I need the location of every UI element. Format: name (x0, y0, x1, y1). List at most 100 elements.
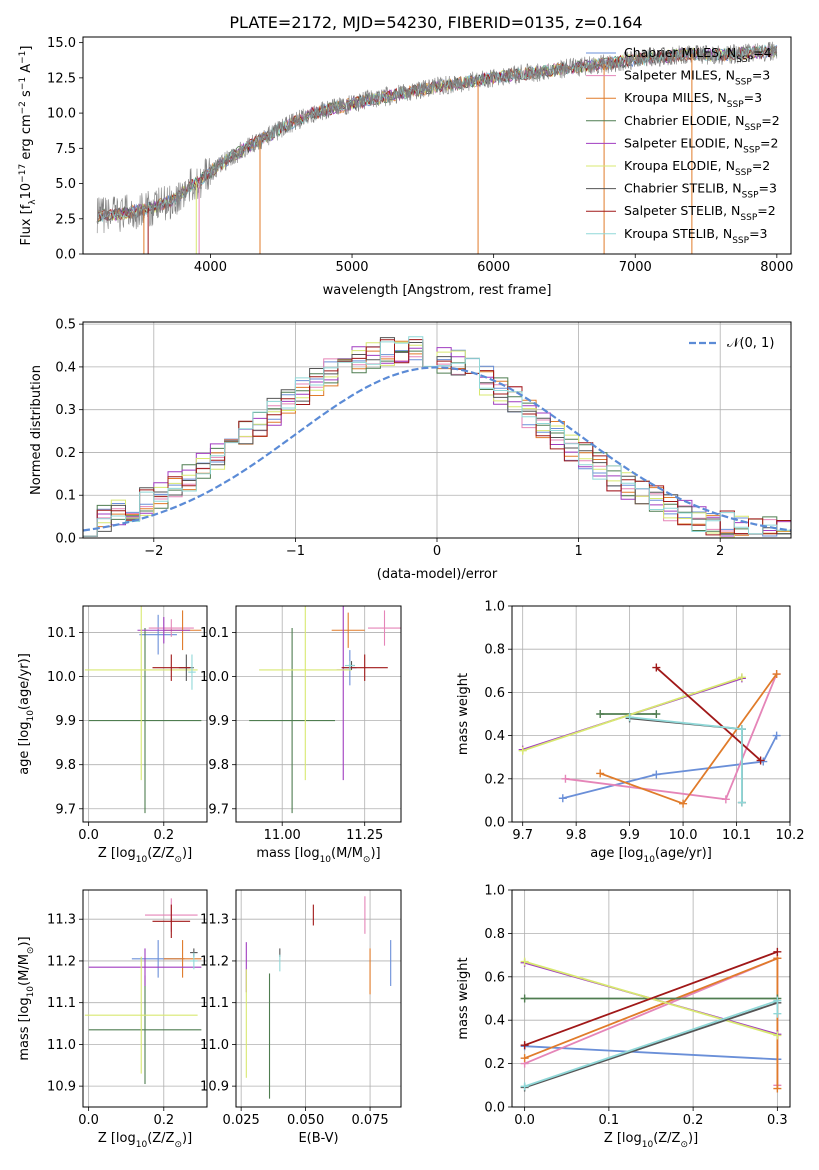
spectrum-panel: 4000 5000 6000 7000 8000 0.0 2.5 5.0 7.5 10.0 12.5… (18, 36, 793, 298)
y-tick-label: 1.0 (484, 600, 505, 615)
errorbars (245, 896, 392, 1099)
y-tick-label: 0.5 (55, 318, 76, 333)
y-tick-label: 11.0 (47, 1038, 76, 1053)
legend-label-part: Chabrier STELIB, N (624, 181, 742, 196)
x-tick-label: 0.0 (78, 1113, 99, 1128)
legend-label: Chabrier ELODIE, NSSP=2 (624, 113, 780, 133)
weight-marker-salpeter-stelib (652, 663, 661, 672)
histogram-chabrier-elodie (83, 350, 791, 537)
legend-label-part: Kroupa STELIB, N (624, 226, 732, 241)
histogram-salpeter-stelib (83, 339, 791, 537)
x-axis-label-part: ⊙ (680, 1140, 688, 1150)
errorbars (84, 898, 202, 1085)
x-tick-label: −2 (144, 544, 163, 559)
y-tick-label: 10.0 (47, 107, 76, 122)
weight-line-salpeter-miles (524, 957, 779, 1086)
y-tick-label: 0.0 (55, 532, 76, 547)
y-axis-label-part: −17 (18, 164, 28, 183)
y-axis-label-part: 10 (26, 986, 36, 998)
x-tick-label: 0.2 (683, 1113, 704, 1128)
x-tick-label: 0.0 (78, 828, 99, 843)
legend-label-part: =2 (761, 113, 779, 128)
x-axis-label-part: 10 (643, 855, 655, 865)
legend-label: Salpeter STELIB, NSSP=2 (624, 203, 776, 223)
legend-label: Chabrier STELIB, NSSP=3 (624, 181, 777, 201)
legend-label-part: Kroupa ELODIE, N (624, 158, 735, 173)
x-tick-label: 0.075 (351, 1113, 388, 1128)
x-axis-label: E(B-V) (298, 1131, 338, 1146)
axes-frame (82, 36, 792, 255)
y-tick-label: 0.3 (55, 403, 76, 418)
x-axis-label-part: (Z/Z (147, 1131, 174, 1146)
weight-marker-kroupa-miles (679, 799, 688, 808)
axes-frame (511, 889, 791, 1108)
y-axis-label: mass weight (456, 957, 471, 1039)
x-tick-label: 8000 (760, 260, 793, 275)
x-tick-label: 9.9 (619, 828, 640, 843)
weight-line-kroupa-elodie (522, 676, 743, 752)
weight-marker-kroupa-elodie (737, 673, 746, 682)
weight-marker-kroupa-stelib (737, 798, 746, 807)
y-tick-label: 0.8 (484, 643, 505, 658)
x-axis-label-part: mass [log (256, 846, 319, 861)
y-axis-label-part: Flux [f (19, 204, 34, 245)
weight-marker-kroupa-miles (773, 1084, 782, 1093)
y-tick-label: 10.9 (47, 1080, 76, 1095)
legend-label-part: SSP (740, 213, 757, 223)
y-tick-label: 9.7 (208, 802, 229, 817)
x-tick-label: 0 (433, 544, 441, 559)
x-tick-label: −1 (286, 544, 305, 559)
x-axis-label-part: Z [log (604, 1131, 642, 1146)
x-axis-label-part: ⊙ (174, 855, 182, 865)
x-tick-label: 9.7 (512, 828, 533, 843)
axes-frame (82, 605, 208, 823)
y-axis-label-part: A (19, 64, 34, 77)
legend-label-part: Salpeter STELIB, N (624, 203, 740, 218)
weight-marker-salpeter-stelib (756, 756, 765, 765)
y-tick-label: 1.0 (484, 884, 505, 899)
x-axis-label: Z [log10(Z/Z⊙)] (98, 1131, 192, 1150)
legend-label-part: Chabrier ELODIE, N (624, 113, 744, 128)
y-tick-label: 11.1 (200, 996, 229, 1011)
legend-label-part: Salpeter MILES, N (624, 68, 735, 83)
x-axis-label-part: )] (370, 846, 380, 861)
legend-label: Kroupa MILES, NSSP=3 (624, 90, 762, 110)
y-axis-label-part: (M/M (17, 954, 32, 986)
y-tick-label: 11.1 (47, 996, 76, 1011)
legend-label: Salpeter MILES, NSSP=3 (624, 68, 770, 88)
legend-label: Kroupa STELIB, NSSP=3 (624, 226, 768, 246)
x-tick-label: 1 (574, 544, 582, 559)
x-axis-label-part: (Z/Z (653, 1131, 680, 1146)
legend-label-part: =4 (753, 45, 771, 60)
x-axis-label-part: Z [log (98, 1131, 136, 1146)
y-axis-label: age [log10(age/yr)] (17, 653, 36, 775)
x-tick-label: 0.025 (223, 1113, 260, 1128)
y-tick-label: 2.5 (55, 212, 76, 227)
legend-label-part: =2 (760, 135, 778, 150)
legend-label: Salpeter ELODIE, NSSP=2 (624, 135, 778, 155)
legend-label-part: SSP (727, 100, 744, 110)
y-tick-label: 0.0 (484, 816, 505, 831)
x-tick-label: 11.00 (264, 828, 301, 843)
figure-title: PLATE=2172, MJD=54230, FIBERID=0135, z=0… (229, 13, 642, 32)
weight-marker-kroupa-elodie (520, 957, 529, 966)
y-tick-label: 11.0 (200, 1038, 229, 1053)
age-vs-mass-panel: 11.00 11.25 9.7 9.8 9.9 10.0 10.1 mass [log10(M… (200, 605, 402, 865)
y-axis-label: mass weight (456, 673, 471, 755)
x-axis-label: age [log10(age/yr)] (590, 846, 712, 865)
x-axis-label-part: )] (182, 1131, 192, 1146)
x-axis-label: Z [log10(Z/Z⊙)] (604, 1131, 698, 1150)
x-tick-label: 10.1 (722, 828, 751, 843)
y-tick-label: 9.9 (55, 714, 76, 729)
x-axis-label-part: )] (182, 846, 192, 861)
legend-label-gaussian: 𝒩(0, 1) (727, 336, 774, 351)
x-tick-label: 10.0 (669, 828, 698, 843)
weight-vs-metallicity-panel: 0.0 0.1 0.2 0.3 0.0 0.2 0.4 0.6 0.8 1.0 Z [log10(Z… (456, 884, 791, 1150)
x-tick-label: 2 (716, 544, 724, 559)
y-tick-label: 0.4 (55, 360, 76, 375)
y-tick-label: 15.0 (47, 36, 76, 51)
legend-label: Kroupa ELODIE, NSSP=2 (624, 158, 770, 178)
weight-line-salpeter-stelib (524, 950, 778, 1047)
histogram-kroupa-stelib (83, 336, 791, 537)
weight-marker-kroupa-elodie (518, 746, 527, 755)
